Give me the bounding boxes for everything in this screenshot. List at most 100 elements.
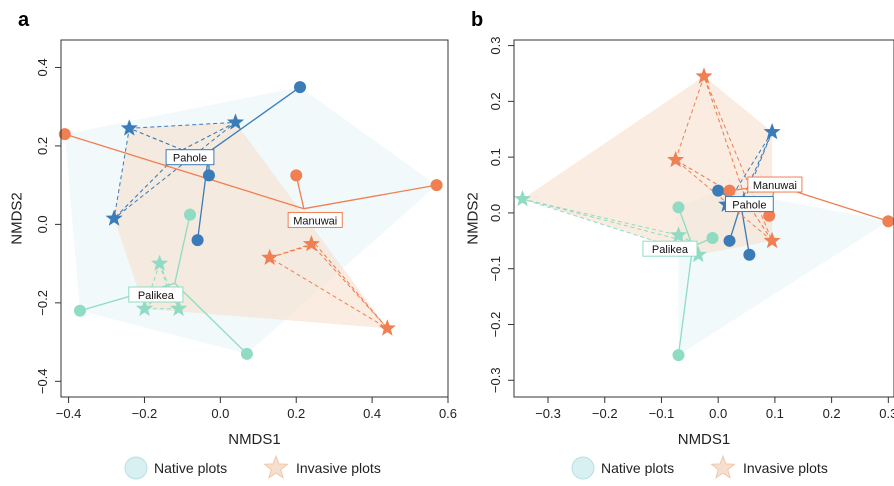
native-point-pahole — [294, 81, 307, 94]
invasive-connector — [182, 121, 236, 151]
y-tick-label: −0.1 — [488, 256, 503, 282]
legend-a: Native plots Invasive plots — [124, 454, 381, 480]
invasive-point-palikea — [669, 226, 688, 243]
y-tick-label: −0.4 — [35, 368, 50, 394]
panel-letter-a: a — [18, 9, 30, 31]
invasive-point-manuwai — [695, 67, 713, 84]
x-tick-label: 0.1 — [766, 406, 784, 421]
invasive-point-manuwai — [378, 319, 396, 336]
site-label-text: Manuwai — [293, 215, 337, 227]
site-label-palikea: Palikea — [642, 240, 698, 257]
native-connector — [208, 86, 301, 153]
native-point-palikea — [672, 349, 685, 362]
native-connector — [174, 214, 191, 284]
invasive-point-manuwai — [763, 231, 781, 249]
site-label-text: Pahole — [173, 153, 207, 165]
y-tick-label: 0.0 — [35, 215, 50, 233]
native-legend-label: Native plots — [601, 460, 674, 476]
y-tick-label: 0.1 — [488, 148, 503, 166]
invasive-connector — [314, 243, 388, 329]
x-axis-label-a: NMDS1 — [228, 431, 281, 448]
site-label-box — [128, 286, 184, 303]
plot-frame-a — [60, 39, 449, 398]
site-label-box — [642, 240, 698, 257]
y-axis-label-b: NMDS2 — [464, 192, 481, 245]
native-point-pahole — [191, 234, 204, 247]
native-point-palikea — [672, 201, 685, 214]
y-axis-label-a: NMDS2 — [8, 192, 25, 245]
native-point-manuwai — [58, 128, 71, 141]
native-legend-icon — [124, 456, 148, 480]
y-tick-label: 0.4 — [35, 58, 50, 76]
site-label-manuwai: Manuwai — [747, 176, 803, 193]
panel-a: Pahole Manuwai Palikea a NMDS1 NMDS2 −0.4−… — [8, 9, 457, 448]
invasive-legend-icon — [263, 454, 289, 479]
native-point-manuwai — [882, 215, 894, 228]
site-labels-b: Pahole Manuwai Palikea — [642, 176, 803, 257]
invasive-hull — [522, 76, 773, 255]
invasive-connector — [129, 127, 183, 151]
native-connector — [740, 204, 751, 255]
native-point-palikea — [240, 347, 253, 360]
invasive-point-manuwai — [261, 248, 279, 265]
y-tick-label: 0.3 — [488, 37, 503, 55]
site-label-text: Pahole — [732, 200, 766, 212]
y-tick-label: −0.2 — [488, 312, 503, 338]
native-point-pahole — [202, 169, 215, 182]
native-point-manuwai — [430, 179, 443, 192]
invasive-point-pahole — [763, 123, 781, 140]
x-axis-label-b: NMDS1 — [678, 431, 731, 448]
invasive-outline — [143, 262, 180, 310]
invasive-point-pahole — [120, 119, 138, 136]
native-point-pahole — [743, 248, 756, 261]
native-legend-icon — [571, 456, 595, 480]
native-point-pahole — [712, 184, 725, 197]
x-tick-label: 0.3 — [879, 406, 894, 421]
native-point-palikea — [184, 208, 196, 221]
axes-a: a NMDS1 NMDS2 −0.4 −0.2 0.0 0.2 0.4 0.6 −0.4 −0… — [8, 9, 457, 448]
site-label-box — [747, 176, 803, 193]
invasive-outline — [675, 74, 773, 242]
site-label-manuwai: Manuwai — [287, 211, 343, 228]
invasive-connector — [743, 131, 773, 197]
x-tick-label: −0.1 — [649, 406, 675, 421]
invasive-legend-icon — [710, 454, 736, 479]
invasive-point-manuwai — [302, 235, 320, 252]
group-hulls-b — [522, 76, 889, 356]
data-points-a — [58, 81, 443, 360]
x-tick-label: 0.0 — [211, 406, 229, 421]
native-connector — [64, 133, 305, 210]
panel-letter-b: b — [471, 9, 483, 31]
x-tick-label: 0.6 — [439, 406, 457, 421]
invasive-outline — [522, 198, 699, 256]
invasive-point-manuwai — [667, 150, 685, 168]
axes-b: b NMDS1 NMDS2 −0.3 −0.2 −0.1 0.0 0.1 0.2 0.3 −0… — [464, 9, 894, 448]
native-connector — [196, 151, 210, 241]
invasive-point-palikea — [170, 299, 188, 316]
y-tick-label: −0.3 — [488, 367, 503, 393]
plot-frame-b — [513, 39, 894, 398]
y-tick-label: 0.0 — [488, 204, 503, 222]
invasive-point-pahole — [226, 113, 245, 130]
native-point-manuwai — [763, 209, 776, 222]
site-label-pahole: Pahole — [165, 149, 215, 166]
x-tick-label: −0.2 — [592, 406, 618, 421]
x-tick-label: −0.4 — [56, 406, 82, 421]
x-tick-label: 0.4 — [363, 406, 381, 421]
panel-b: Pahole Manuwai Palikea b NMDS1 NMDS2 −0.3 −… — [464, 9, 894, 448]
native-point-palikea — [706, 232, 719, 245]
site-label-palikea: Palikea — [128, 286, 184, 303]
invasive-point-pahole — [105, 209, 123, 226]
invasive-outline — [113, 121, 238, 220]
native-connector — [677, 207, 694, 247]
invasive-point-palikea — [135, 299, 154, 316]
native-connector — [303, 184, 437, 210]
x-tick-label: 0.2 — [287, 406, 305, 421]
site-label-pahole: Pahole — [724, 196, 774, 213]
site-label-text: Palikea — [652, 244, 689, 256]
native-point-pahole — [723, 234, 736, 247]
native-point-manuwai — [290, 169, 303, 182]
invasive-connector — [703, 76, 748, 202]
native-connector — [174, 282, 248, 355]
x-tick-label: 0.2 — [823, 406, 841, 421]
